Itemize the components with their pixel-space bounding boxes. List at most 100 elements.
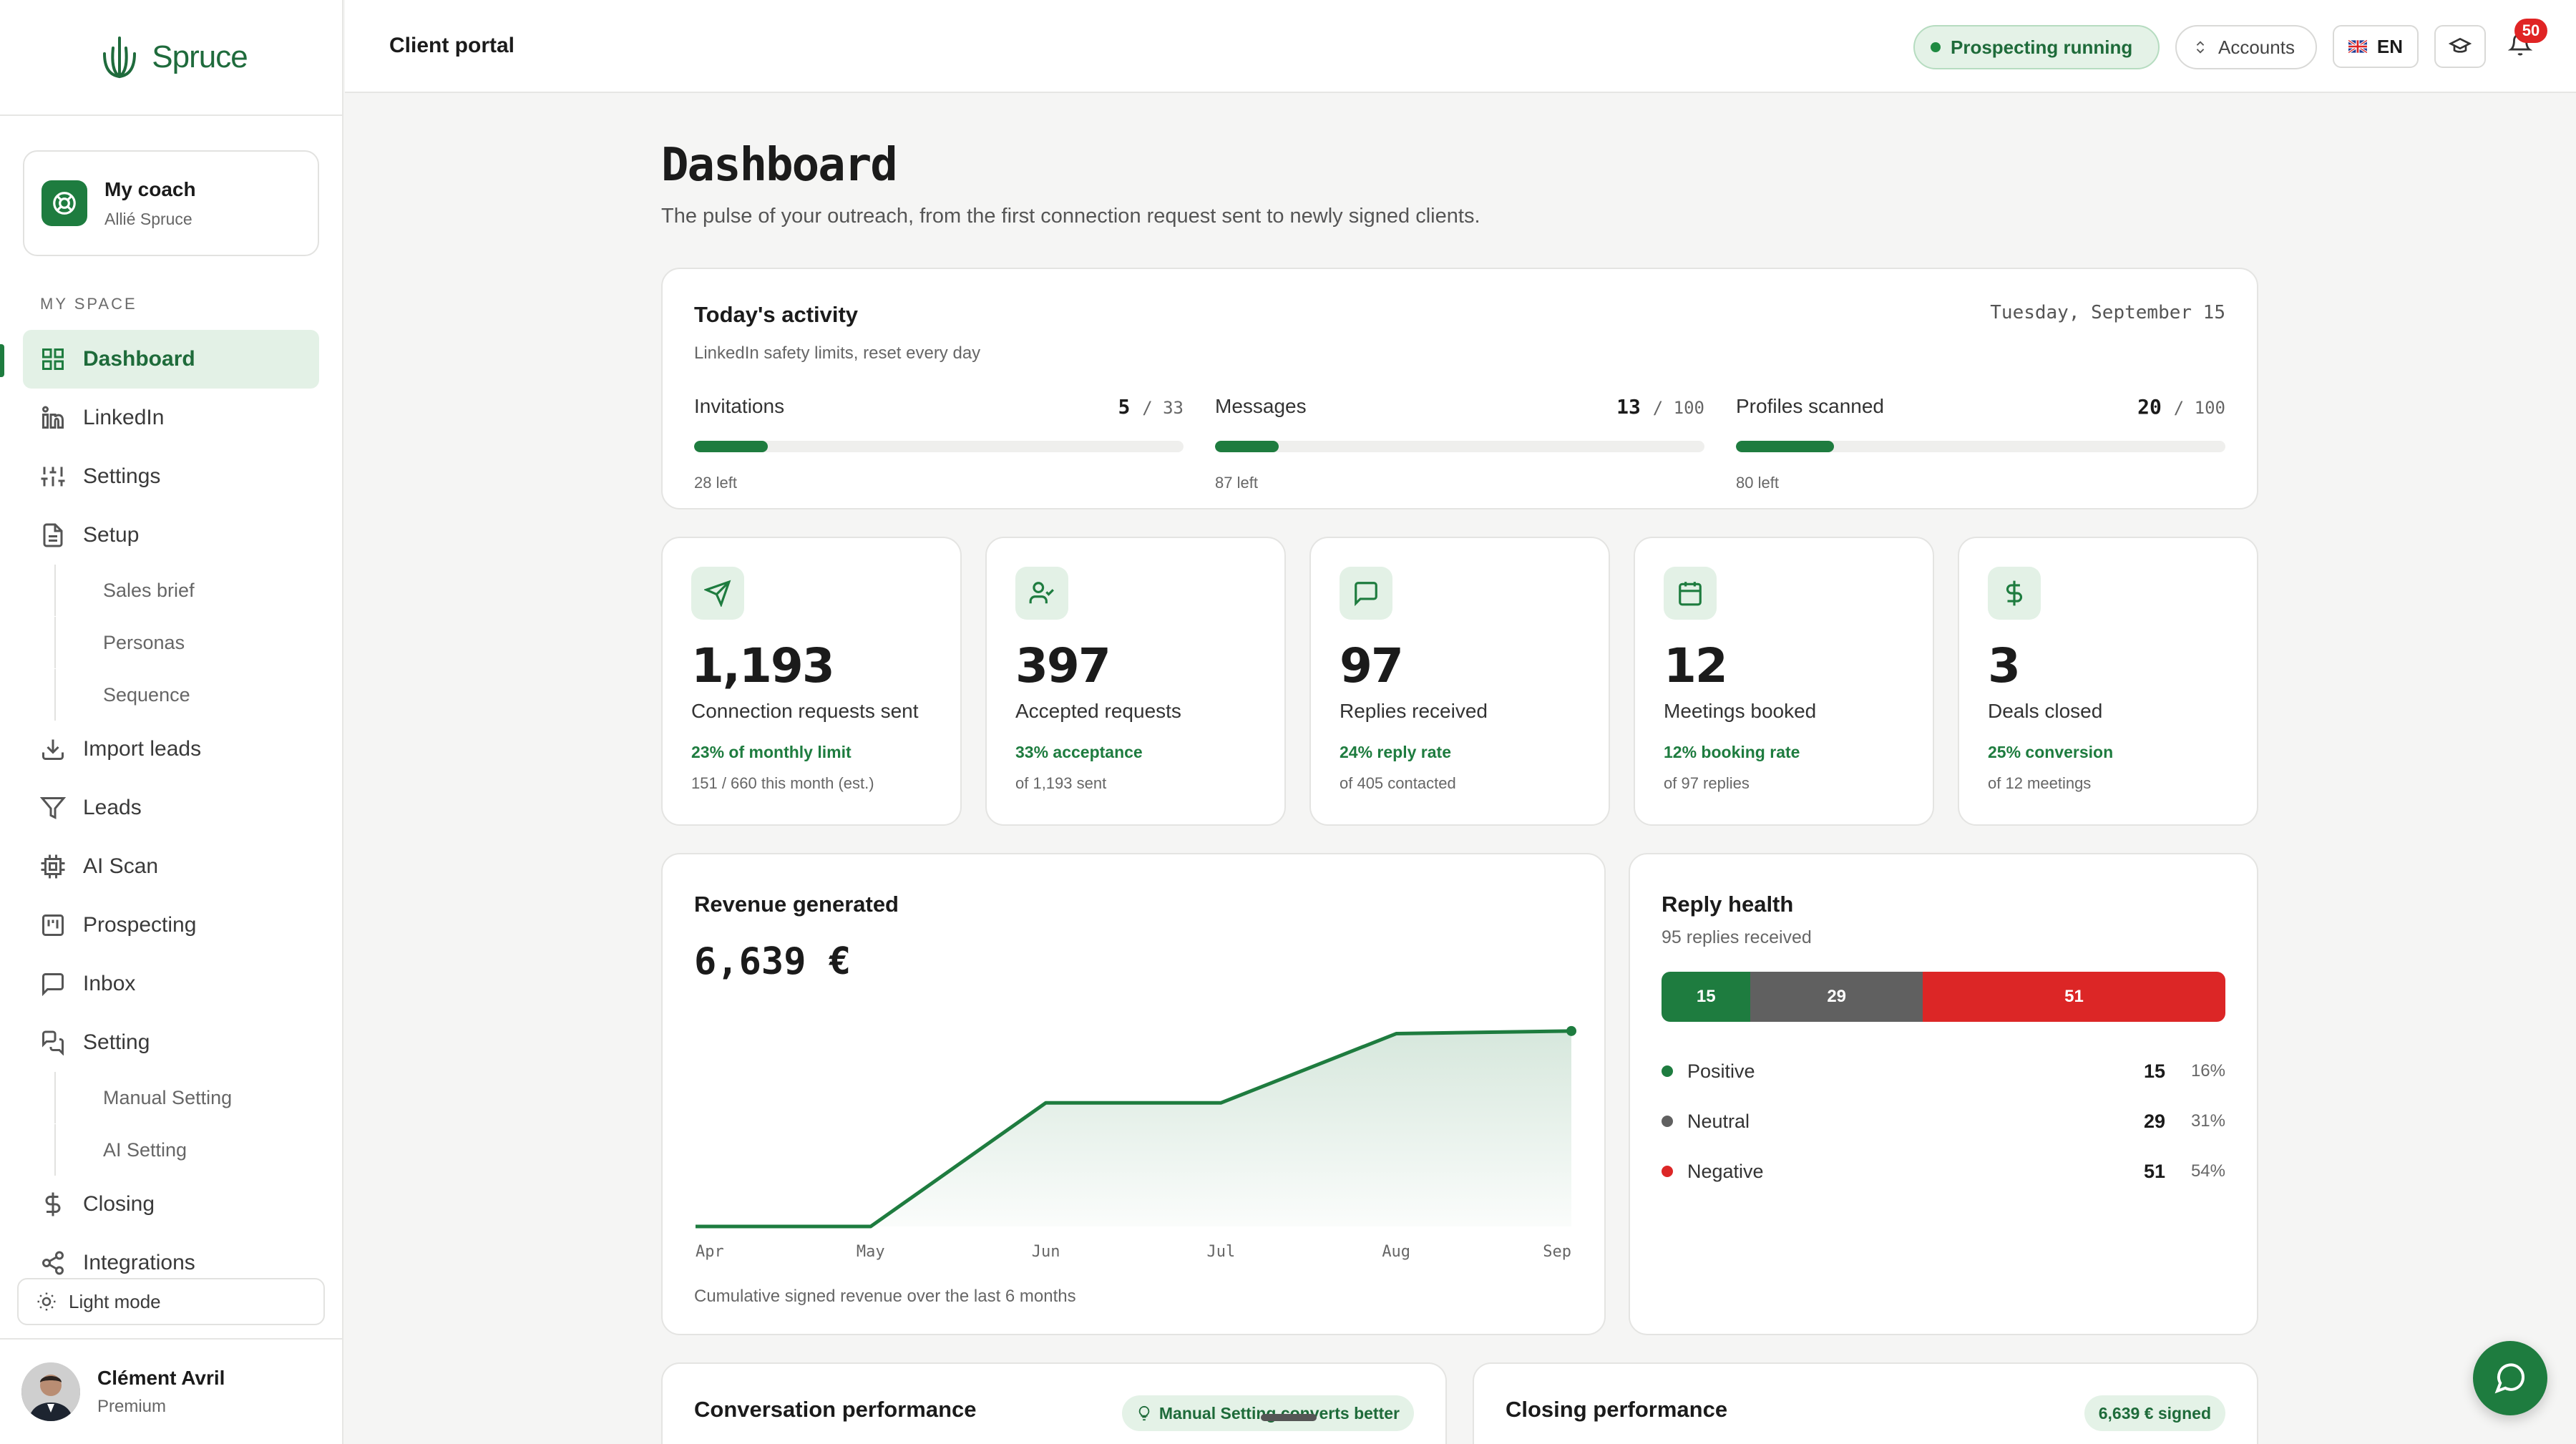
sidebar-item-ai-scan[interactable]: AI Scan — [23, 837, 319, 896]
progress-fill — [694, 441, 768, 452]
academy-button[interactable] — [2434, 25, 2486, 68]
legend-dot — [1662, 1166, 1673, 1177]
language-selector[interactable]: EN — [2333, 25, 2419, 68]
sidebar-subitem-sales-brief[interactable]: Sales brief — [54, 565, 319, 616]
sidebar-item-label: AI Setting — [103, 1138, 187, 1161]
page-title: Dashboard — [661, 139, 898, 192]
chart-last-point[interactable] — [1566, 1025, 1576, 1036]
scroll-handle[interactable] — [1261, 1414, 1317, 1421]
reply-row-positive: Positive 15 16% — [1662, 1057, 2225, 1086]
reply-segment-positive: 15 — [1662, 972, 1751, 1022]
sidebar-item-leads[interactable]: Leads — [23, 779, 319, 837]
sun-icon — [37, 1292, 56, 1311]
legend-count: 29 — [2143, 1110, 2165, 1132]
chevrons-up-down-icon — [2196, 41, 2205, 54]
sidebar-item-setup[interactable]: Setup — [23, 506, 319, 565]
sidebar-subitem-sequence[interactable]: Sequence — [54, 669, 319, 721]
sidebar-item-import-leads[interactable]: Import leads — [23, 720, 319, 779]
reply-segment-neutral: 29 — [1750, 972, 1923, 1022]
stat-note: of 1,193 sent — [1015, 774, 1107, 792]
page-context-title: Client portal — [389, 34, 515, 57]
card-subtitle: 95 replies received — [1662, 927, 1812, 947]
light-mode-label: Light mode — [69, 1290, 161, 1312]
sidebar-subitem-ai-setting[interactable]: AI Setting — [54, 1124, 319, 1176]
dollar-icon — [1988, 567, 2041, 620]
message-square-icon — [42, 973, 64, 997]
sidebar-item-label: Inbox — [83, 972, 136, 995]
reply-segment-negative: 51 — [1922, 972, 2225, 1022]
kanban-icon — [42, 914, 64, 936]
stat-value: 1,193 — [691, 638, 835, 693]
coach-title: My coach — [104, 177, 196, 200]
topbar: Client portal Prospecting running Accoun… — [345, 0, 2576, 93]
meter-label: Profiles scanned — [1736, 395, 1885, 417]
x-tick-label: Jun — [1032, 1243, 1060, 1261]
stat-note: of 97 replies — [1664, 774, 1750, 792]
sidebar-item-label: Setting — [83, 1030, 150, 1054]
sidebar-item-label: Prospecting — [83, 913, 197, 937]
chat-button[interactable] — [2473, 1341, 2547, 1415]
reply-row-negative: Negative 51 54% — [1662, 1157, 2225, 1186]
stat-card-connection-requests: 1,193 Connection requests sent 23% of mo… — [661, 537, 962, 826]
coach-card[interactable]: My coach Allié Spruce — [23, 150, 319, 256]
stat-label: Meetings booked — [1664, 700, 1817, 722]
conversion-tag: Manual Setting converts better — [1121, 1395, 1414, 1431]
lifebuoy-icon — [42, 180, 87, 226]
stat-card-deals-closed: 3 Deals closed 25% conversion of 12 meet… — [1958, 537, 2258, 826]
linkedin-icon — [42, 406, 64, 429]
sidebar-item-dashboard[interactable]: Dashboard — [23, 330, 319, 389]
user-check-icon — [1015, 567, 1068, 620]
dollar-icon — [45, 1192, 61, 1216]
notification-count-badge: 50 — [2514, 19, 2547, 43]
reply-row-neutral: Neutral 29 31% — [1662, 1107, 2225, 1136]
sidebar-item-prospecting[interactable]: Prospecting — [23, 896, 319, 955]
sidebar-item-label: Dashboard — [83, 347, 195, 371]
stat-rate: 12% booking rate — [1664, 743, 1800, 761]
sidebar-subitem-manual-setting[interactable]: Manual Setting — [54, 1072, 319, 1123]
sidebar-item-closing[interactable]: Closing — [23, 1175, 319, 1234]
light-mode-toggle[interactable]: Light mode — [17, 1278, 325, 1325]
legend-label: Positive — [1687, 1060, 1755, 1082]
legend-percent: 16% — [2190, 1061, 2225, 1080]
meter-max: / 100 — [2173, 398, 2225, 418]
user-plan: Premium — [97, 1397, 167, 1416]
legend-count: 51 — [2143, 1160, 2165, 1182]
prospecting-status-button[interactable]: Prospecting running — [1913, 25, 2160, 69]
signed-tag: 6,639 € signed — [2084, 1395, 2225, 1431]
sidebar-subitem-personas[interactable]: Personas — [54, 617, 319, 668]
sidebar-item-label: Leads — [83, 796, 142, 819]
sidebar-item-setting[interactable]: Setting — [23, 1013, 319, 1072]
legend-label: Negative — [1687, 1160, 1764, 1182]
legend-percent: 31% — [2190, 1111, 2225, 1131]
reply-health-card: Reply health 95 replies received 15 29 5… — [1629, 853, 2258, 1335]
legend-count: 15 — [2143, 1060, 2165, 1082]
user-profile[interactable]: Clément Avril Premium — [0, 1338, 342, 1444]
stat-rate: 24% reply rate — [1340, 743, 1451, 761]
status-label: Prospecting running — [1951, 36, 2133, 58]
accounts-switcher[interactable]: Accounts — [2175, 25, 2317, 69]
stat-rate: 23% of monthly limit — [691, 743, 852, 761]
legend-dot — [1662, 1065, 1673, 1077]
card-title: Closing performance — [1506, 1397, 1728, 1422]
reply-stacked-bar: 15 29 51 — [1662, 972, 2225, 1022]
grid-icon — [42, 348, 64, 370]
meter-count: 5 — [1118, 395, 1131, 419]
send-icon — [691, 567, 744, 620]
revenue-value: 6,639 € — [694, 940, 852, 983]
logo[interactable]: Spruce — [0, 0, 342, 116]
meter-count: 20 — [2137, 395, 2162, 419]
card-subtitle: LinkedIn safety limits, reset every day — [694, 343, 981, 363]
accounts-label: Accounts — [2218, 36, 2295, 58]
revenue-card: Revenue generated 6,639 € Apr May Jun Jul Au… — [661, 853, 1606, 1335]
sidebar-item-settings[interactable]: Settings — [23, 447, 319, 506]
stat-value: 3 — [1988, 638, 2021, 693]
brand-name: Spruce — [152, 39, 248, 74]
sidebar-item-linkedin[interactable]: LinkedIn — [23, 389, 319, 447]
message-icon — [1340, 567, 1392, 620]
stat-card-accepted-requests: 397 Accepted requests 33% acceptance of … — [985, 537, 1286, 826]
graduation-cap-icon — [2449, 37, 2472, 53]
meter-label: Invitations — [694, 395, 785, 417]
sidebar-item-integrations[interactable]: Integrations — [23, 1234, 319, 1292]
sidebar-item-label: AI Scan — [83, 854, 159, 878]
sidebar-item-inbox[interactable]: Inbox — [23, 955, 319, 1013]
